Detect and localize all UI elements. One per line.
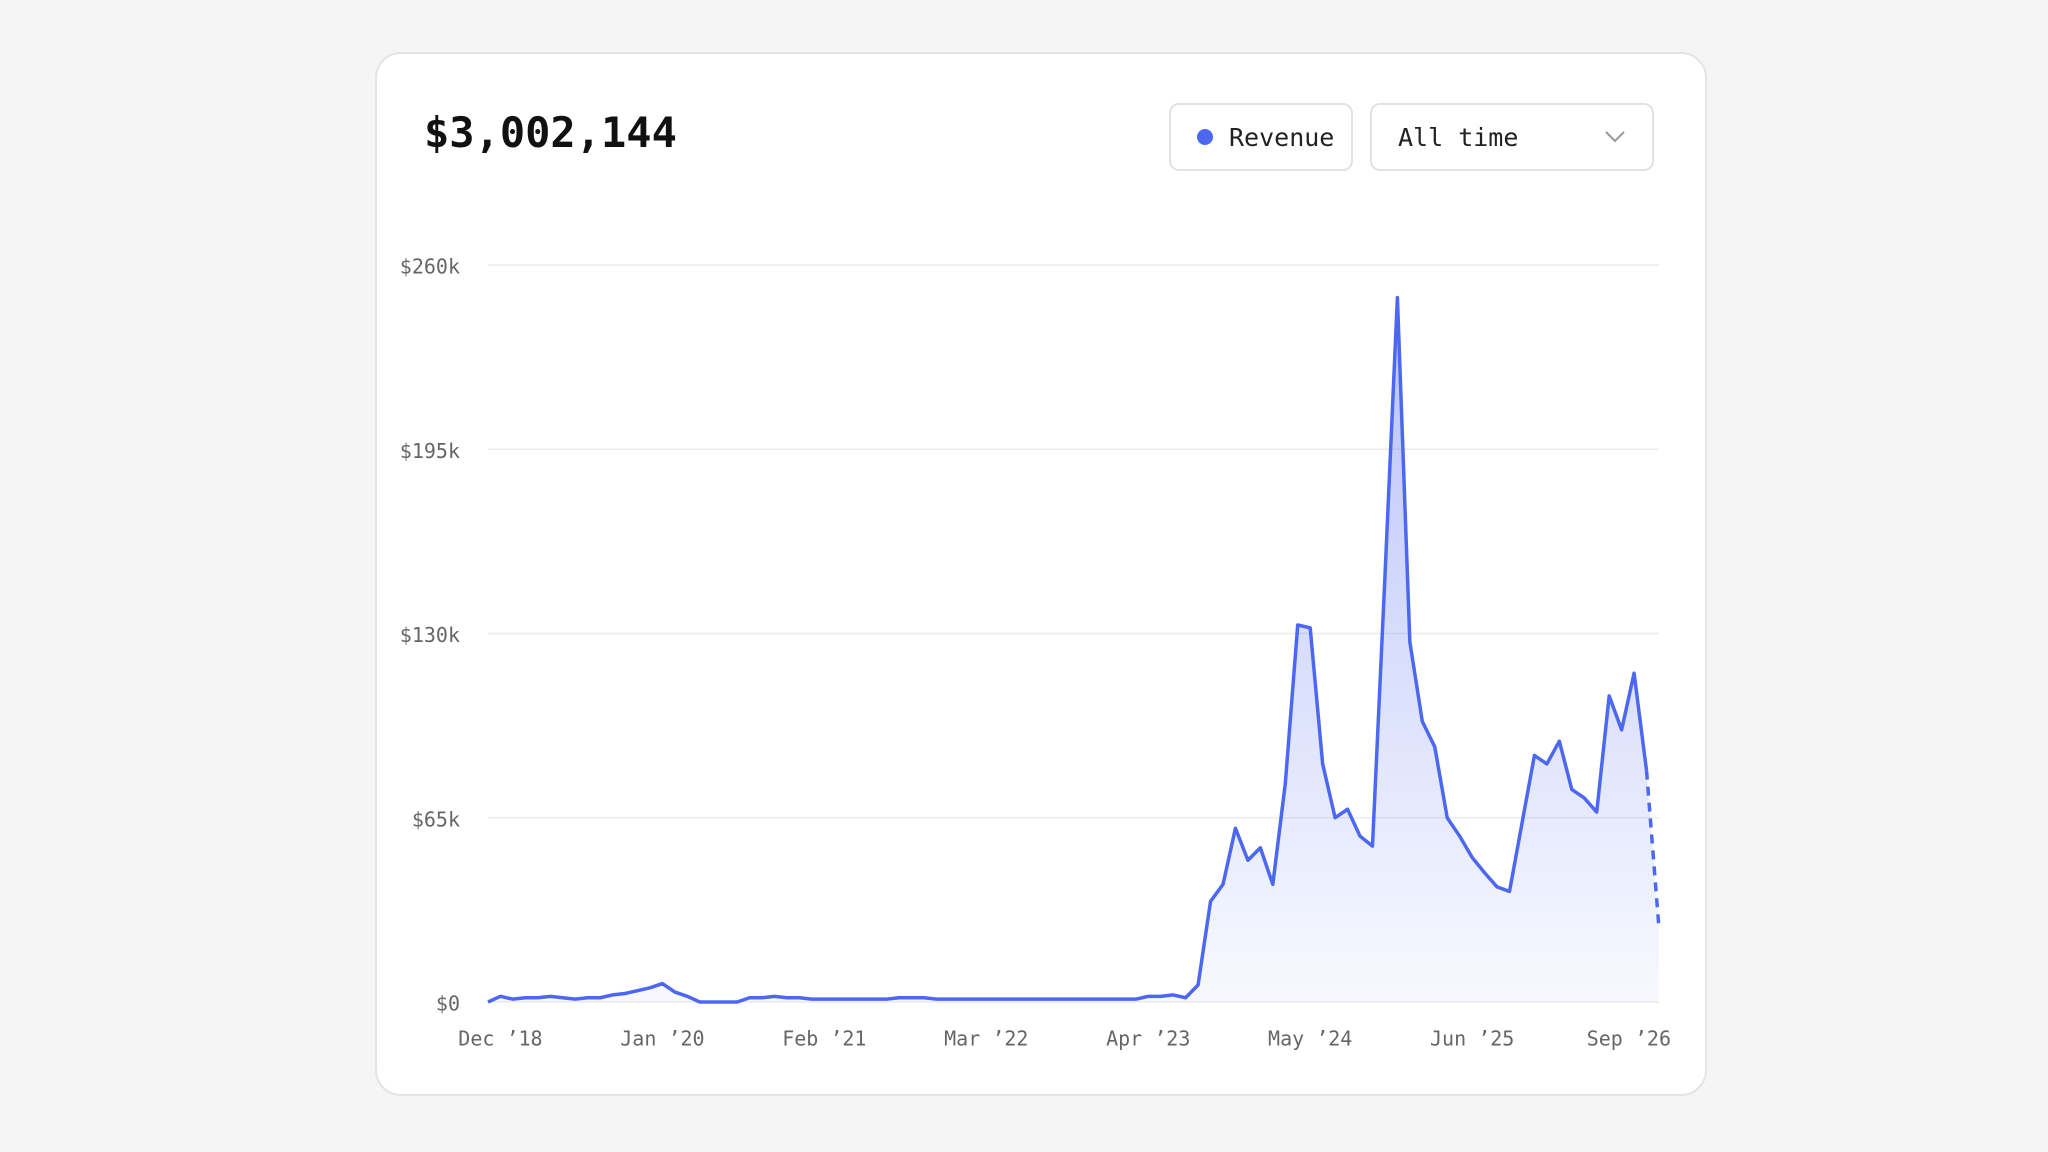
y-tick-label: $195k: [400, 439, 460, 463]
total-value: $3,002,144: [424, 108, 677, 157]
y-tick-label: $260k: [400, 255, 460, 279]
x-tick-label: Dec ’18: [458, 1027, 542, 1051]
legend-button[interactable]: Revenue: [1169, 103, 1353, 171]
x-tick-label: Mar ’22: [944, 1027, 1028, 1051]
x-tick-label: Feb ’21: [782, 1027, 866, 1051]
legend-dot: [1197, 129, 1213, 145]
x-tick-label: Jun ’25: [1430, 1027, 1514, 1051]
x-tick-label: Jan ’20: [620, 1027, 704, 1051]
y-tick-label: $0: [436, 992, 460, 1016]
chevron-icon: [1605, 131, 1625, 143]
area: [488, 297, 1659, 1002]
x-tick-label: May ’24: [1268, 1027, 1352, 1051]
y-tick-label: $65k: [412, 807, 460, 831]
projected-line: [1644, 770, 1661, 929]
y-tick-label: $130k: [400, 623, 460, 647]
x-tick-label: Apr ’23: [1106, 1027, 1190, 1051]
x-tick-label: Sep ’26: [1587, 1027, 1671, 1051]
range-label: All time: [1398, 122, 1519, 152]
range-select[interactable]: All time: [1370, 103, 1654, 171]
revenue-line: [487, 295, 1649, 1004]
legend-label: Revenue: [1229, 122, 1335, 152]
